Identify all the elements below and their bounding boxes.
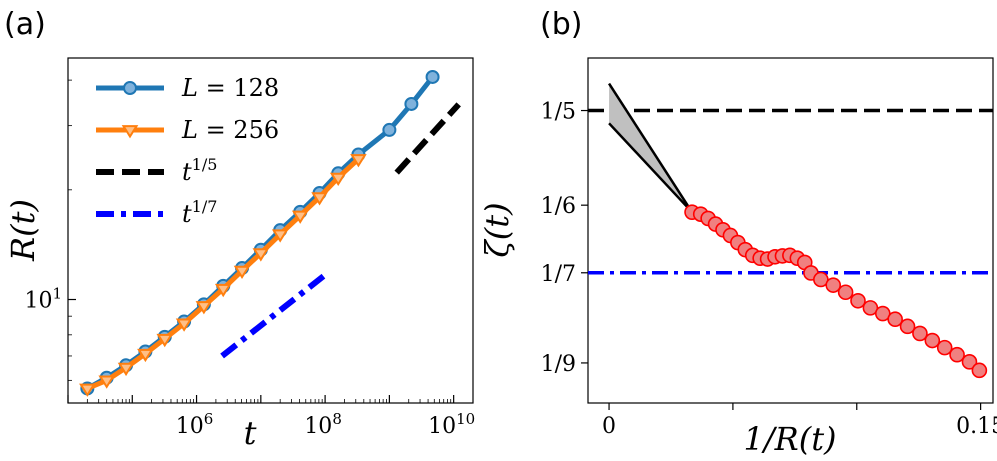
x-tick-label: 108 [304,410,342,439]
panel-b-xlabel: 1/R(t) [743,420,836,458]
zeta-point [825,277,842,293]
y-tick-label: 1/9 [541,352,576,377]
point-L128 [382,122,397,137]
zeta-point [899,318,916,335]
panel-b: (b) 0 0.15 1/5 1/6 1/7 1/9 1/R(t) ζ(t) [478,7,997,458]
point-L256 [350,154,367,168]
panel-b-frame [587,57,994,404]
panel-a-xlabel: t [244,414,257,452]
panel-b-data [588,82,993,379]
zeta-point [887,311,903,328]
legend-label: L = 128 [181,74,279,102]
panel-a-frame [67,57,474,404]
guide-line-t15 [394,102,461,175]
point-L256 [156,333,174,348]
y-tick-label: 1/5 [541,100,576,125]
legend-label: t1/5 [182,155,217,186]
y-tick-label: 1/7 [541,262,576,287]
zeta-point [912,325,928,342]
x-tick-label: 0 [602,414,616,439]
x-tick-label: 0.15 [956,414,997,439]
extrapolation-lower [608,122,693,214]
y-tick-label: 101 [24,285,62,314]
zeta-point [874,305,891,322]
panel-a-ticks: 106 108 1010 101 [24,79,475,439]
panel-a-legend: L = 128 L = 256 t1/5 t1/7 [96,74,279,228]
zeta-point [924,332,941,349]
panel-a-ylabel: R(t) [4,199,42,262]
point-L256 [233,265,251,280]
panel-a-data [79,69,461,397]
panel-b-label: (b) [540,7,582,42]
point-L256 [291,210,309,224]
legend-marker-L256 [121,125,139,139]
point-L256 [252,248,270,262]
zeta-point [949,346,965,363]
zeta-point [936,339,953,356]
point-L256 [214,283,232,298]
point-L128 [404,96,419,111]
point-L256 [137,348,154,363]
point-L256 [329,172,347,187]
point-L256 [195,301,213,315]
zeta-point [850,292,866,309]
panel-b-ticks: 0 0.15 1/5 1/6 1/7 1/9 [541,100,997,439]
panel-a-label: (a) [4,7,46,42]
zeta-point [837,284,854,301]
panel-a: (a) 106 108 1010 101 L = 128 L = 256 t1/5 t1/7… [4,7,475,452]
point-L256 [271,229,289,243]
zeta-point [813,271,829,288]
point-L256 [175,318,193,332]
legend-marker-L128 [123,81,137,95]
point-L128 [425,69,440,84]
point-L256 [98,375,116,389]
point-L256 [79,383,96,397]
zeta-point [862,300,879,316]
legend-label: t1/7 [182,197,217,228]
legend-label: L = 256 [181,116,279,144]
x-tick-label: 1010 [428,410,475,439]
point-L256 [311,192,328,206]
guide-line-t17 [220,273,326,359]
point-L256 [117,362,135,377]
x-tick-label: 106 [176,410,214,439]
extrapolation-upper [608,82,694,213]
zeta-point [971,362,988,379]
y-tick-label: 1/6 [541,194,576,219]
panel-b-ylabel: ζ(t) [478,202,516,257]
zeta-point [961,354,978,370]
